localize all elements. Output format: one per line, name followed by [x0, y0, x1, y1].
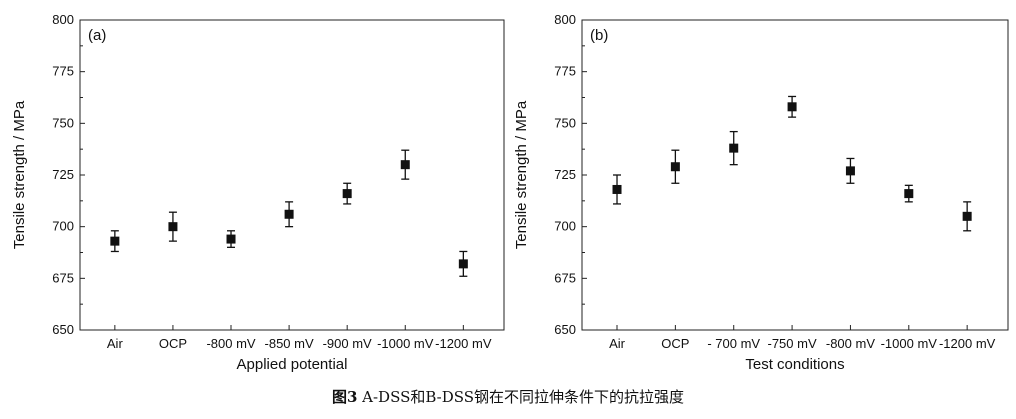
x-tick-label: -800 mV	[206, 336, 255, 351]
data-point	[787, 102, 797, 112]
data-point	[962, 211, 972, 221]
x-tick-label: -850 mV	[265, 336, 314, 351]
y-tick-label: 650	[52, 322, 74, 337]
data-point	[110, 236, 120, 246]
data-point	[168, 222, 178, 232]
x-tick-label: -1000 mV	[881, 336, 938, 351]
chart-panel-b: 650 675 700 725 750 775 800 Air OCP - 700 mV -750 …	[513, 12, 1009, 373]
plot-frame	[581, 19, 1009, 331]
x-tick-label: -1200 mV	[939, 336, 996, 351]
x-tick-label: -1000 mV	[377, 336, 434, 351]
x-tick-label: -1200 mV	[435, 336, 492, 351]
x-tick-label: -800 mV	[826, 336, 875, 351]
data-point	[670, 162, 680, 172]
caption-text: A-DSS和B-DSS钢在不同拉伸条件下的抗拉强度	[362, 388, 685, 406]
data-point	[729, 143, 739, 153]
y-tick-label: 675	[554, 270, 576, 285]
y-tick-label: 775	[52, 64, 74, 79]
y-axis-title: Tensile strength / MPa	[11, 100, 28, 249]
y-tick-label: 650	[554, 322, 576, 337]
y-tick-label: 700	[554, 219, 576, 234]
figure: 650 675 700 725 750 775 800 Air OCP -800 mV -850 m…	[11, 12, 1009, 373]
data-point	[226, 234, 236, 244]
caption-figure-label: 图3	[331, 388, 358, 406]
panel-label: (a)	[88, 27, 106, 44]
x-tick-label: - 700 mV	[707, 336, 760, 351]
x-axis-title: Test conditions	[745, 356, 844, 373]
data-point	[284, 209, 294, 219]
y-tick-label: 725	[52, 167, 74, 182]
data-point	[400, 160, 410, 170]
y-tick-label: 725	[554, 167, 576, 182]
x-tick-label: OCP	[661, 336, 689, 351]
y-tick-label: 700	[52, 219, 74, 234]
x-tick-label: -900 mV	[323, 336, 372, 351]
y-tick-label: 675	[52, 270, 74, 285]
chart-panel-a: 650 675 700 725 750 775 800 Air OCP -800 mV -850 m…	[11, 12, 505, 373]
x-axis-title: Applied potential	[237, 356, 348, 373]
data-point	[845, 166, 855, 176]
y-tick-label: 775	[554, 64, 576, 79]
panel-label: (b)	[590, 27, 608, 44]
y-tick-label: 750	[554, 115, 576, 130]
y-tick-label: 800	[554, 12, 576, 27]
y-tick-label: 800	[52, 12, 74, 27]
y-tick-label: 750	[52, 115, 74, 130]
figure-caption: 图3 A-DSS和B-DSS钢在不同拉伸条件下的抗拉强度	[0, 386, 1016, 407]
y-axis-title: Tensile strength / MPa	[513, 100, 530, 249]
plot-frame	[79, 19, 505, 331]
x-tick-label: -750 mV	[768, 336, 817, 351]
data-point	[612, 184, 622, 194]
x-tick-label: Air	[609, 336, 626, 351]
data-point	[904, 189, 914, 199]
data-point	[342, 189, 352, 199]
data-point	[458, 259, 468, 269]
x-tick-label: Air	[107, 336, 124, 351]
x-tick-label: OCP	[159, 336, 187, 351]
